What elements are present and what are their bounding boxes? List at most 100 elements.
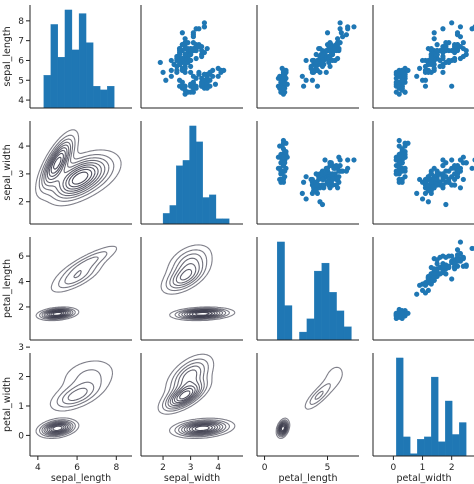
scatter-point-sepal_length-vs-sepal_width — [193, 75, 199, 81]
scatter-point-sepal_width-vs-petal_length — [280, 146, 287, 152]
scatter-point-sepal_width-vs-petal_length — [336, 168, 342, 174]
kde-contour-petal_width-vs-sepal_width-6 — [173, 385, 216, 433]
kde-contour-petal_width-vs-petal_length-1 — [276, 383, 331, 438]
scatter-point-sepal_length-vs-sepal_width — [163, 77, 169, 83]
hist-bar-sepal_length-4 — [71, 49, 80, 108]
scatter-point-sepal_width-vs-petal_width — [449, 157, 455, 163]
hist-bar-sepal_length-2 — [57, 56, 66, 108]
scatter-point-sepal_width-vs-petal_width — [405, 140, 411, 146]
scatter-point-sepal_width-vs-petal_width — [443, 168, 449, 174]
scatter-point-sepal_length-vs-sepal_width — [182, 51, 188, 58]
hist-bar-sepal_width-6 — [202, 197, 210, 224]
y-tick-label-petal_width: 2 — [18, 373, 24, 383]
scatter-point-petal_length-vs-petal_width — [452, 263, 458, 269]
hist-bar-sepal_width-7 — [209, 194, 217, 224]
scatter-point-sepal_length-vs-sepal_width — [190, 34, 196, 40]
kde-contour-sepal_width-vs-sepal_length-5 — [46, 147, 99, 192]
scatter-point-sepal_length-vs-petal_width — [422, 77, 429, 83]
kde-contour-petal_length-vs-sepal_width-3 — [172, 257, 224, 319]
scatter-point-sepal_length-vs-sepal_width — [204, 45, 210, 52]
kde-contour-petal_width-vs-sepal_width-1 — [161, 358, 231, 438]
hist-bar-sepal_length-3 — [64, 9, 73, 108]
scatter-point-sepal_length-vs-sepal_width — [174, 63, 180, 70]
scatter-point-sepal_length-vs-petal_width — [417, 65, 423, 71]
hist-bar-sepal_length-9 — [107, 86, 115, 108]
scatter-point-petal_length-vs-petal_width — [460, 263, 466, 269]
scatter-point-sepal_width-vs-petal_length — [280, 154, 287, 160]
kde-contour-sepal_width-vs-sepal_length-4 — [45, 144, 102, 194]
scatter-point-sepal_length-vs-sepal_width — [207, 71, 213, 77]
scatter-point-sepal_length-vs-sepal_width — [188, 69, 194, 75]
scatter-point-sepal_width-vs-petal_length — [313, 171, 319, 177]
scatter-point-sepal_length-vs-petal_width — [463, 47, 469, 54]
scatter-point-petal_length-vs-petal_width — [434, 257, 440, 263]
scatter-point-sepal_length-vs-sepal_width — [176, 83, 183, 89]
y-tick-label-sepal_length: 5 — [18, 76, 24, 86]
hist-bar-petal_width-8 — [452, 434, 460, 456]
kde-contour-petal_width-vs-sepal_length-0 — [35, 360, 114, 440]
scatter-point-sepal_length-vs-sepal_width — [196, 71, 202, 77]
scatter-point-sepal_length-vs-petal_length — [280, 67, 287, 73]
scatter-point-sepal_width-vs-petal_length — [319, 176, 326, 183]
scatter-point-sepal_width-vs-petal_width — [440, 162, 446, 169]
scatter-point-sepal_length-vs-sepal_width — [179, 55, 185, 62]
kde-contour-petal_width-vs-sepal_length-4 — [45, 422, 70, 435]
scatter-point-sepal_length-vs-petal_width — [449, 20, 455, 26]
hist-bar-petal_width-5 — [431, 376, 439, 456]
x-tick-label-sepal_length: 4 — [35, 463, 41, 473]
scatter-point-sepal_length-vs-petal_width — [434, 42, 440, 48]
x-tick-label-sepal_length: 8 — [113, 463, 119, 473]
scatter-point-sepal_length-vs-sepal_width — [168, 67, 174, 73]
scatter-point-sepal_length-vs-petal_width — [452, 43, 458, 50]
scatter-point-petal_length-vs-petal_width — [428, 277, 434, 283]
kde-contour-petal_length-vs-sepal_width-5 — [179, 268, 219, 318]
scatter-point-sepal_width-vs-petal_width — [460, 160, 466, 166]
kde-contour-petal_width-vs-sepal_width-2 — [164, 362, 227, 437]
scatter-point-sepal_length-vs-petal_width — [440, 55, 446, 62]
scatter-point-sepal_width-vs-petal_length — [337, 157, 343, 163]
scatter-point-sepal_width-vs-petal_length — [333, 182, 339, 188]
scatter-point-sepal_length-vs-sepal_width — [190, 85, 196, 91]
scatter-point-sepal_length-vs-petal_length — [303, 57, 309, 64]
y-axis-label-sepal_width: sepal_width — [2, 144, 13, 200]
scatter-point-petal_length-vs-petal_width — [457, 239, 464, 245]
scatter-point-sepal_length-vs-petal_length — [337, 26, 343, 32]
x-tick-label-sepal_width: 3 — [188, 463, 194, 473]
scatter-point-sepal_width-vs-petal_length — [303, 174, 309, 180]
scatter-point-sepal_width-vs-petal_length — [313, 187, 319, 194]
scatter-point-sepal_length-vs-petal_width — [469, 26, 474, 32]
kde-contour-petal_width-vs-sepal_width-4 — [169, 369, 221, 435]
scatter-point-sepal_width-vs-petal_width — [460, 176, 466, 183]
axis-label-layer: 45678sepal_length234sepal_width246petal_… — [2, 17, 455, 484]
scatter-point-sepal_width-vs-petal_width — [396, 160, 402, 166]
scatter-point-sepal_length-vs-sepal_width — [168, 57, 174, 64]
hist-bar-sepal_width-5 — [195, 141, 203, 224]
y-axis-label-sepal_length: sepal_length — [2, 26, 13, 86]
scatter-point-sepal_width-vs-petal_width — [417, 176, 423, 183]
scatter-point-petal_length-vs-petal_width — [446, 264, 452, 271]
scatter-point-sepal_length-vs-sepal_width — [190, 30, 196, 36]
kde-contour-sepal_width-vs-sepal_length-7 — [50, 152, 93, 188]
scatter-point-sepal_length-vs-petal_length — [313, 65, 319, 71]
hist-bar-sepal_width-4 — [189, 125, 197, 224]
scatter-point-sepal_width-vs-petal_length — [319, 171, 326, 177]
y-tick-label-petal_width: 1 — [18, 402, 24, 412]
scatter-point-sepal_length-vs-petal_width — [399, 77, 405, 83]
scatter-point-petal_length-vs-petal_width — [425, 273, 431, 280]
scatter-point-sepal_length-vs-sepal_width — [199, 81, 205, 87]
panel-petal_length-vs-sepal_width-kde — [140, 237, 243, 341]
scatter-point-sepal_width-vs-petal_width — [419, 196, 426, 202]
panel-petal_length-vs-petal_width-scatter — [372, 237, 474, 341]
hist-bar-sepal_width-8 — [215, 218, 223, 224]
panel-petal_length-vs-petal_length-hist — [256, 237, 359, 341]
scatter-point-sepal_length-vs-petal_length — [317, 45, 323, 52]
hist-bar-sepal_length-6 — [85, 42, 94, 108]
kde-contour-petal_width-vs-sepal_length-7 — [50, 424, 65, 433]
scatter-point-sepal_length-vs-sepal_width — [201, 71, 208, 77]
scatter-point-sepal_length-vs-petal_width — [434, 47, 440, 54]
scatter-point-sepal_length-vs-petal_width — [452, 57, 458, 64]
scatter-point-sepal_width-vs-petal_length — [345, 157, 351, 163]
scatter-point-sepal_length-vs-petal_length — [337, 20, 343, 26]
scatter-point-sepal_length-vs-petal_width — [460, 40, 466, 46]
